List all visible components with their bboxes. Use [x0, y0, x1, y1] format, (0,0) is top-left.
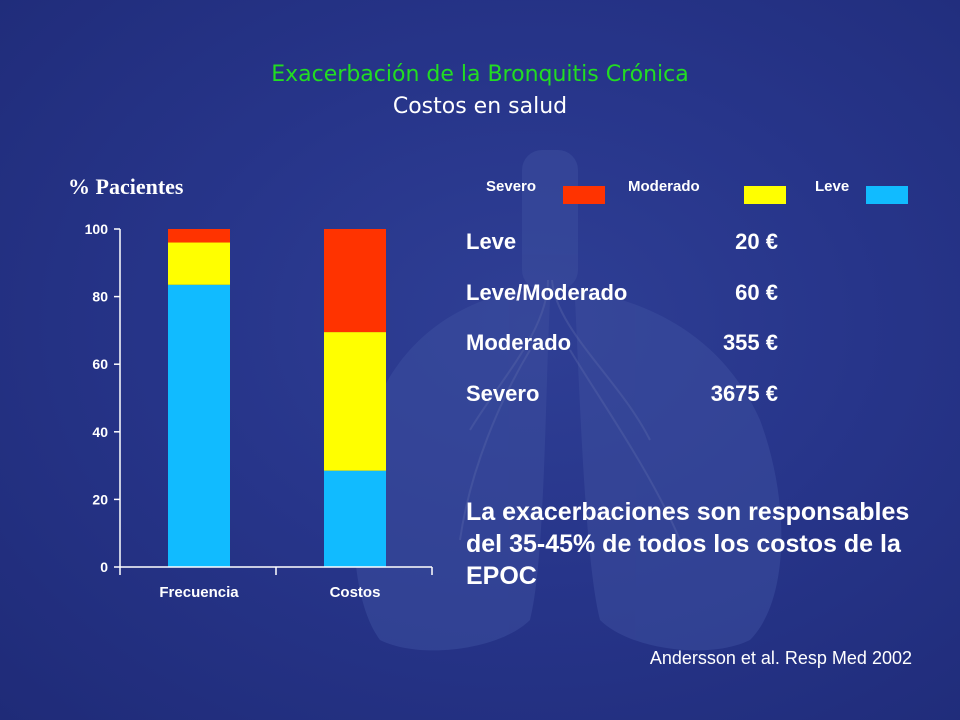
x-tick-label-costos: Costos [330, 584, 381, 601]
y-tick-label: 0 [100, 559, 108, 575]
cost-value: 3675 € [710, 381, 778, 406]
slide-subtitle: Costos en salud [392, 94, 568, 119]
bar-segment-frecuencia-severo [168, 229, 230, 243]
cost-value: 60 € [735, 280, 778, 305]
bar-segment-frecuencia-moderado [168, 242, 230, 285]
cost-value: 355 € [722, 330, 778, 355]
legend-label-moderado: Moderado [628, 178, 700, 195]
cost-label: Severo [466, 381, 540, 406]
legend-swatch-moderado [744, 186, 786, 204]
bar-segment-costos-moderado [324, 332, 386, 471]
y-axis-title: % Pacientes [68, 174, 184, 199]
cost-row-leve: Leve 20 € [466, 229, 778, 259]
bar-segment-costos-leve [324, 470, 386, 567]
y-tick-label: 80 [92, 289, 108, 305]
y-tick-label: 60 [92, 356, 108, 372]
y-tick-label: 40 [92, 424, 108, 440]
cost-row-leve-moderado: Leve/Moderado 60 € [466, 280, 778, 310]
bar-segment-costos-severo [324, 229, 386, 333]
citation: Andersson et al. Resp Med 2002 [649, 648, 912, 668]
cost-row-severo: Severo 3675 € [466, 381, 778, 411]
bar-segment-frecuencia-leve [168, 284, 230, 567]
cost-value: 20 € [735, 229, 778, 254]
y-tick-label: 100 [85, 221, 109, 237]
legend-swatch-severo [563, 186, 605, 204]
slide-title: Exacerbación de la Bronquitis Crónica [271, 62, 689, 87]
legend-swatch-leve [866, 186, 908, 204]
legend-label-leve: Leve [815, 178, 850, 195]
cost-row-moderado: Moderado 355 € [466, 330, 778, 360]
legend-label-severo: Severo [486, 178, 537, 195]
cost-label: Leve [466, 229, 517, 254]
x-tick-label-frecuencia: Frecuencia [159, 584, 239, 601]
cost-label: Leve/Moderado [466, 280, 628, 305]
key-statement: La exacerbaciones son responsables del 3… [466, 498, 910, 590]
cost-label: Moderado [466, 330, 572, 355]
y-tick-label: 20 [92, 491, 108, 507]
